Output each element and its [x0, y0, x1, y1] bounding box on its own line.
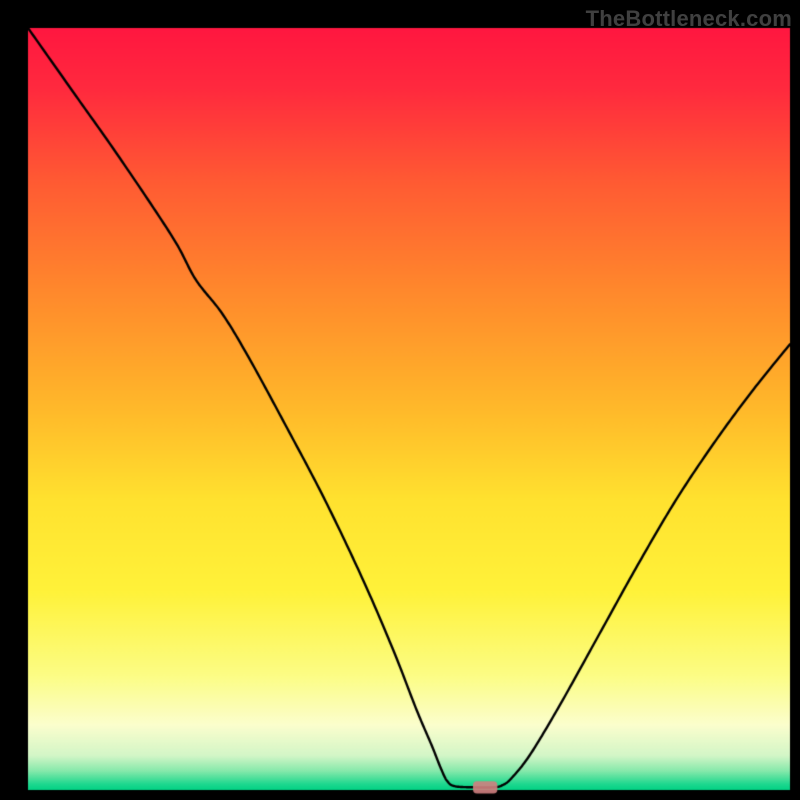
- watermark-text: TheBottleneck.com: [586, 6, 792, 32]
- bottleneck-curve-canvas: [0, 0, 800, 800]
- chart-stage: TheBottleneck.com: [0, 0, 800, 800]
